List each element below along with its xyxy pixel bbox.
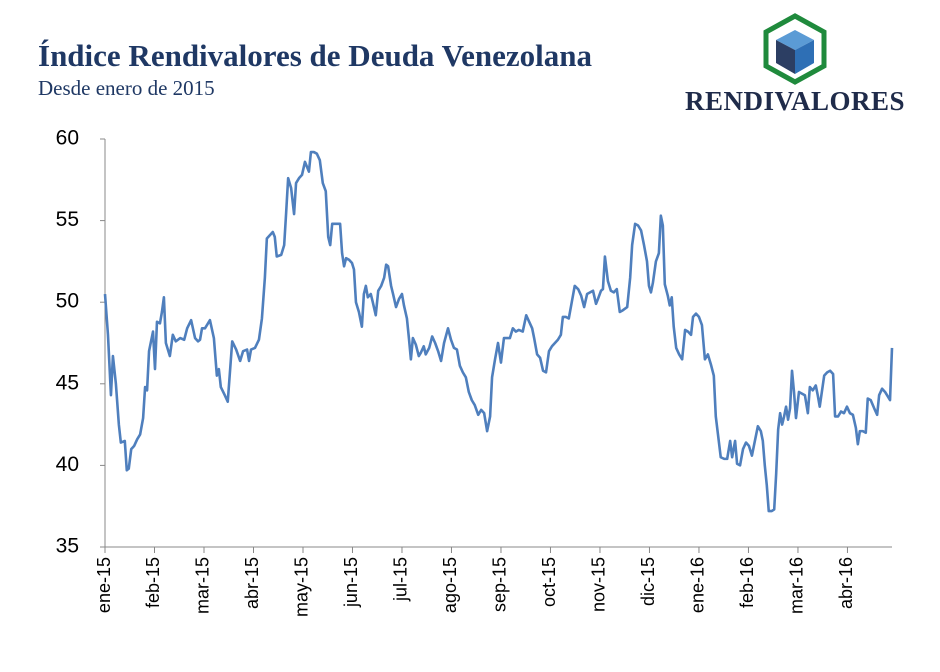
y-tick-label: 55 — [56, 208, 79, 231]
x-tick-label: ene-15 — [94, 557, 114, 613]
x-tick-label: dic-15 — [638, 557, 658, 606]
x-tick-label: sep-15 — [490, 557, 510, 612]
logo-icon — [763, 13, 827, 85]
x-tick-label: ago-15 — [440, 557, 460, 613]
x-tick-label: jun-15 — [341, 557, 361, 608]
x-tick-label: nov-15 — [589, 557, 609, 612]
x-tick-label: jul-15 — [391, 557, 411, 602]
chart-title: Índice Rendivalores de Deuda Venezolana — [38, 38, 593, 73]
x-tick-label: mar-15 — [193, 557, 213, 614]
y-tick-label: 40 — [56, 453, 79, 476]
chart-subtitle: Desde enero de 2015 — [38, 76, 215, 100]
x-tick-label: mar-16 — [787, 557, 807, 614]
x-tick-label: may-15 — [292, 557, 312, 617]
x-tick-label: abr-15 — [242, 557, 262, 609]
y-tick-label: 35 — [56, 535, 79, 558]
x-tick-label: oct-15 — [539, 557, 559, 607]
data-line — [103, 150, 894, 513]
x-tick-label: feb-15 — [143, 557, 163, 608]
y-tick-label: 45 — [56, 371, 79, 394]
x-tick-label: abr-16 — [836, 557, 856, 609]
x-tick-label: ene-16 — [688, 557, 708, 613]
x-tick-label: feb-16 — [737, 557, 757, 608]
y-tick-label: 60 — [56, 127, 79, 150]
logo-text: RENDIVALORES — [685, 86, 905, 116]
y-tick-label: 50 — [56, 290, 79, 313]
